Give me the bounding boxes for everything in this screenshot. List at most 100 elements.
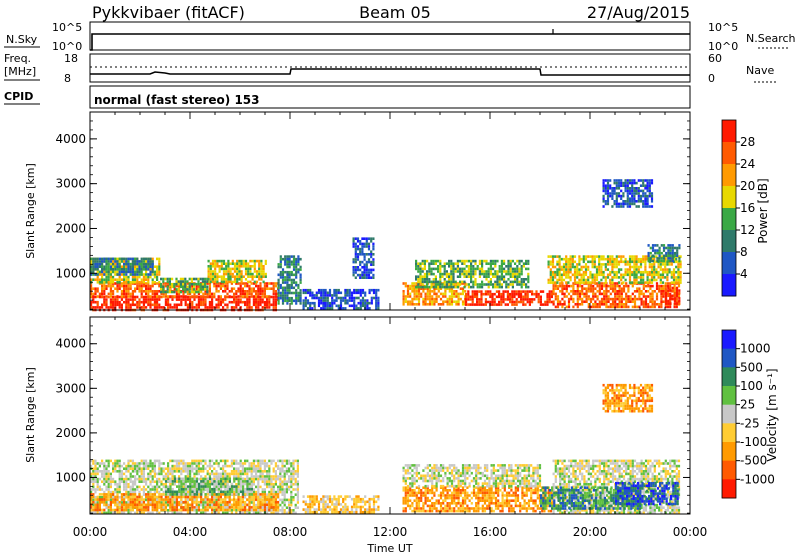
power-ytick-label: 1000 <box>55 266 86 280</box>
x-tick-label: 08:00 <box>273 525 308 539</box>
power-ylabel: Slant Range [km] <box>24 163 37 259</box>
velocity-colorbar-tick: 25 <box>740 398 755 412</box>
velocity-region <box>165 477 253 496</box>
power-region <box>465 290 553 306</box>
power-colorbar-tick: 20 <box>740 179 755 193</box>
velocity-region <box>402 464 542 488</box>
velocity-colorbar-swatch <box>722 479 736 499</box>
velocity-colorbar-swatch <box>722 460 736 480</box>
velocity-colorbar-tick: -25 <box>740 416 760 430</box>
velocity-colorbar-tick: 500 <box>740 360 763 374</box>
power-region <box>547 255 682 284</box>
velocity-colorbar-swatch <box>722 423 736 443</box>
x-tick-label: 00:00 <box>673 525 708 539</box>
power-colorbar-swatch <box>722 120 736 143</box>
velocity-colorbar-tick: 100 <box>740 379 763 393</box>
nsearch-label: N.Search <box>746 32 796 45</box>
velocity-ytick-label: 1000 <box>55 470 86 484</box>
velocity-region <box>402 486 555 513</box>
power-colorbar-swatch <box>722 230 736 253</box>
velocity-ytick-label: 2000 <box>55 426 86 440</box>
date-title: 27/Aug/2015 <box>587 3 690 22</box>
cpid-panel <box>89 85 691 109</box>
power-region <box>277 255 302 305</box>
velocity-ylabel: Slant Range [km] <box>24 367 37 463</box>
x-tick-label: 00:00 <box>73 525 108 539</box>
power-colorbar-tick: 4 <box>740 267 748 281</box>
power-region <box>665 286 681 305</box>
power-region <box>90 257 154 276</box>
freq-tick-top: 18 <box>64 52 78 65</box>
power-colorbar-tick: 12 <box>740 223 755 237</box>
power-region <box>552 282 681 309</box>
nave-tick-top: 60 <box>708 52 722 65</box>
velocity-ytick-label: 3000 <box>55 381 86 395</box>
power-colorbar-swatch <box>722 164 736 187</box>
velocity-region <box>540 486 642 510</box>
power-colorbar-swatch <box>722 274 736 297</box>
freq-tick-bottom: 8 <box>64 72 71 85</box>
power-colorbar-tick: 28 <box>740 135 755 149</box>
power-panel: 1000 2000 3000 4000 Slant Range [km] <box>24 111 691 312</box>
cpid-label: CPID <box>4 90 33 103</box>
velocity-colorbar-tick: -1000 <box>740 472 775 486</box>
power-region <box>90 295 280 312</box>
nsearch-tick-top: 10^5 <box>708 21 738 34</box>
velocity-colorbar-swatch <box>722 348 736 368</box>
velocity-colorbar: -1000 -500 -100 -25 25 100 500 1000 <box>721 329 775 499</box>
power-colorbar-tick: 8 <box>740 245 748 259</box>
freq-label-top: Freq. <box>4 52 31 65</box>
power-colorbar-swatch <box>722 142 736 165</box>
x-tick-label: 20:00 <box>573 525 608 539</box>
velocity-colorbar-tick: -500 <box>740 454 767 468</box>
x-axis-label: Time UT <box>366 542 412 554</box>
velocity-panel: 1000 2000 3000 4000 Slant Range [km] <box>24 316 691 515</box>
power-colorbar-label: Power [dB] <box>756 178 770 243</box>
power-colorbar-tick: 24 <box>740 157 755 171</box>
power-colorbar-tick: 16 <box>740 201 755 215</box>
beam-title: Beam 05 <box>359 3 431 22</box>
nave-tick-bottom: 0 <box>708 72 715 85</box>
nsearch-tick-bottom: 10^0 <box>708 40 738 53</box>
power-data-layer <box>90 179 682 312</box>
nsky-panel <box>89 21 691 51</box>
power-colorbar: 4 8 12 16 20 24 28 <box>721 119 755 297</box>
velocity-data-layer <box>90 383 681 515</box>
velocity-colorbar-tick: 1000 <box>740 342 771 356</box>
power-ytick-label: 4000 <box>55 132 86 146</box>
velocity-colorbar-swatch <box>722 330 736 350</box>
freq-label-bottom: [MHz] <box>4 65 36 78</box>
x-tick-label: 16:00 <box>473 525 508 539</box>
nave-label: Nave <box>746 64 774 77</box>
power-region <box>207 259 267 284</box>
nsky-trace <box>90 33 690 51</box>
velocity-ytick-label: 4000 <box>55 337 86 351</box>
velocity-colorbar-swatch <box>722 367 736 387</box>
freq-panel <box>89 53 691 83</box>
power-colorbar-swatch <box>722 208 736 231</box>
velocity-colorbar-tick: -100 <box>740 435 767 449</box>
velocity-colorbar-swatch <box>722 386 736 406</box>
power-region <box>602 179 654 208</box>
velocity-colorbar-swatch <box>722 442 736 462</box>
power-colorbar-swatch <box>722 252 736 275</box>
nsky-tick-bottom: 10^0 <box>52 40 82 53</box>
power-region <box>160 277 209 294</box>
power-ytick-label: 3000 <box>55 177 86 191</box>
station-title: Pykkvibaer (fitACF) <box>92 3 245 22</box>
velocity-region <box>302 495 380 514</box>
nsky-label: N.Sky <box>6 33 38 46</box>
nsky-tick-top: 10^5 <box>52 21 82 34</box>
power-region <box>352 237 375 279</box>
velocity-colorbar-swatch <box>722 404 736 424</box>
power-colorbar-swatch <box>722 186 736 209</box>
power-region <box>402 282 467 306</box>
power-region <box>415 259 530 289</box>
power-region <box>302 288 380 310</box>
velocity-region <box>90 493 280 512</box>
velocity-region <box>615 481 679 506</box>
velocity-colorbar-label: Velocity [m s⁻¹] <box>765 368 779 461</box>
power-region <box>647 244 681 263</box>
freq-trace <box>90 68 690 76</box>
